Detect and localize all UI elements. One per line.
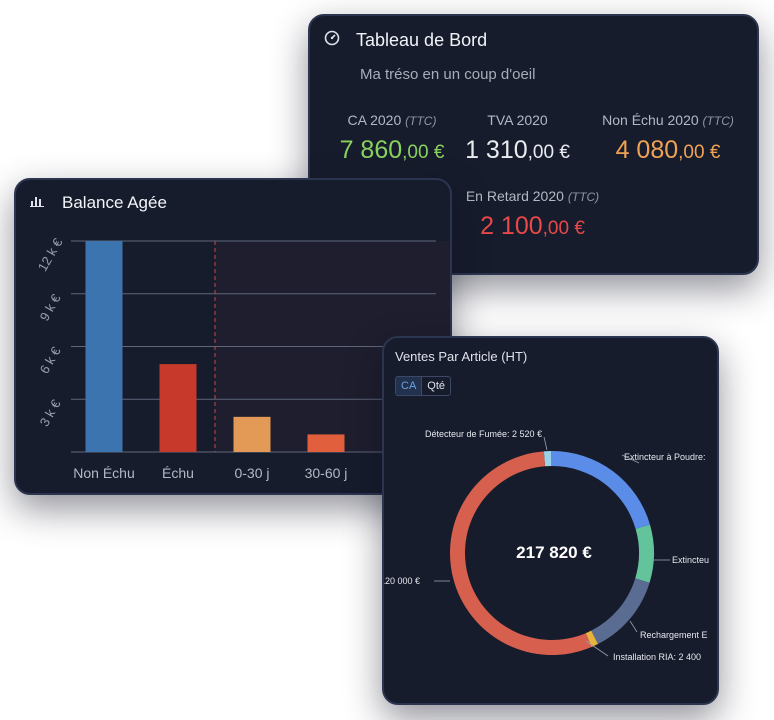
bar-chart-icon [30, 194, 44, 212]
stat-retard-label: En Retard 2020 (TTC) [465, 188, 600, 204]
stat-tva: TVA 2020 1 310,00 € [450, 112, 585, 165]
donut-slice [543, 451, 552, 467]
dashboard-header: Tableau de Bord [324, 30, 487, 51]
x-tick-label: 30-60 j [305, 465, 348, 481]
ventes-total: 217 820 € [516, 543, 592, 562]
balance-header: Balance Agée [30, 193, 167, 213]
toggle-qte-button[interactable]: Qté [427, 380, 446, 392]
x-tick-label: Non Échu [73, 465, 134, 481]
dashboard-subtitle: Ma tréso en un coup d'oeil [360, 66, 536, 83]
stat-non-echu: Non Échu 2020 (TTC) 4 080,00 € [588, 112, 748, 165]
balance-card: 3 k € 6 k € 9 k € 12 k € Non Échu Échu 0-30 j 3… [14, 178, 452, 495]
y-tick-label: 9 k € [37, 291, 64, 324]
slice-label-rechargement: Rechargement E [640, 630, 708, 640]
bar [159, 364, 197, 452]
ventes-donut-chart [434, 436, 670, 657]
stat-tva-value: 1 310,00 € [465, 136, 570, 164]
slice-label-large: 120 000 € [382, 576, 421, 586]
leader-line [543, 436, 548, 451]
dashboard-title: Tableau de Bord [356, 30, 488, 50]
slice-label-detecteur: Détecteur de Fumée: 2 520 € [425, 429, 543, 439]
slice-label-installation-ria: Installation RIA: 2 400 [613, 652, 702, 662]
y-tick-label: 6 k € [37, 344, 64, 377]
stat-non-echu-label: Non Échu 2020 (TTC) [602, 112, 734, 128]
donut-slice [635, 524, 654, 583]
y-tick-label: 12 k € [35, 235, 66, 274]
donut-slice [551, 451, 651, 529]
bar [233, 416, 271, 452]
stat-ca-value: 7 860,00 € [339, 136, 445, 164]
bar [307, 434, 345, 452]
x-tick-label: 0-30 j [234, 465, 269, 481]
leader-line [585, 640, 609, 657]
stat-ca-label: CA 2020 (TTC) [347, 112, 437, 128]
stat-non-echu-value: 4 080,00 € [615, 136, 721, 164]
donut-slice [585, 630, 598, 648]
stat-ca: CA 2020 (TTC) 7 860,00 € [322, 112, 462, 165]
leader-line [629, 620, 638, 633]
ventes-card: Ventes Par Article (HT) CA Qté 217 820 €… [382, 336, 719, 705]
balance-title: Balance Agée [62, 193, 167, 212]
stat-retard-value: 2 100,00 € [480, 212, 585, 240]
stat-tva-label: TVA 2020 [487, 112, 548, 128]
leader-line [621, 454, 640, 464]
slice-label-extincteur-poudre: Extincteur à Poudre: [624, 452, 706, 462]
ventes-toggle: CA Qté [395, 376, 452, 396]
bar [85, 241, 123, 452]
donut-slice [591, 578, 650, 645]
speedometer-icon [324, 30, 340, 51]
ventes-title: Ventes Par Article (HT) [395, 349, 528, 364]
x-tick-label: Échu [162, 465, 194, 481]
stat-retard: En Retard 2020 (TTC) 2 100,00 € [450, 188, 615, 241]
y-tick-label: 3 k € [37, 396, 64, 429]
slice-label-extincteur: Extincteu [672, 555, 710, 565]
toggle-ca-button[interactable]: CA [396, 377, 423, 395]
